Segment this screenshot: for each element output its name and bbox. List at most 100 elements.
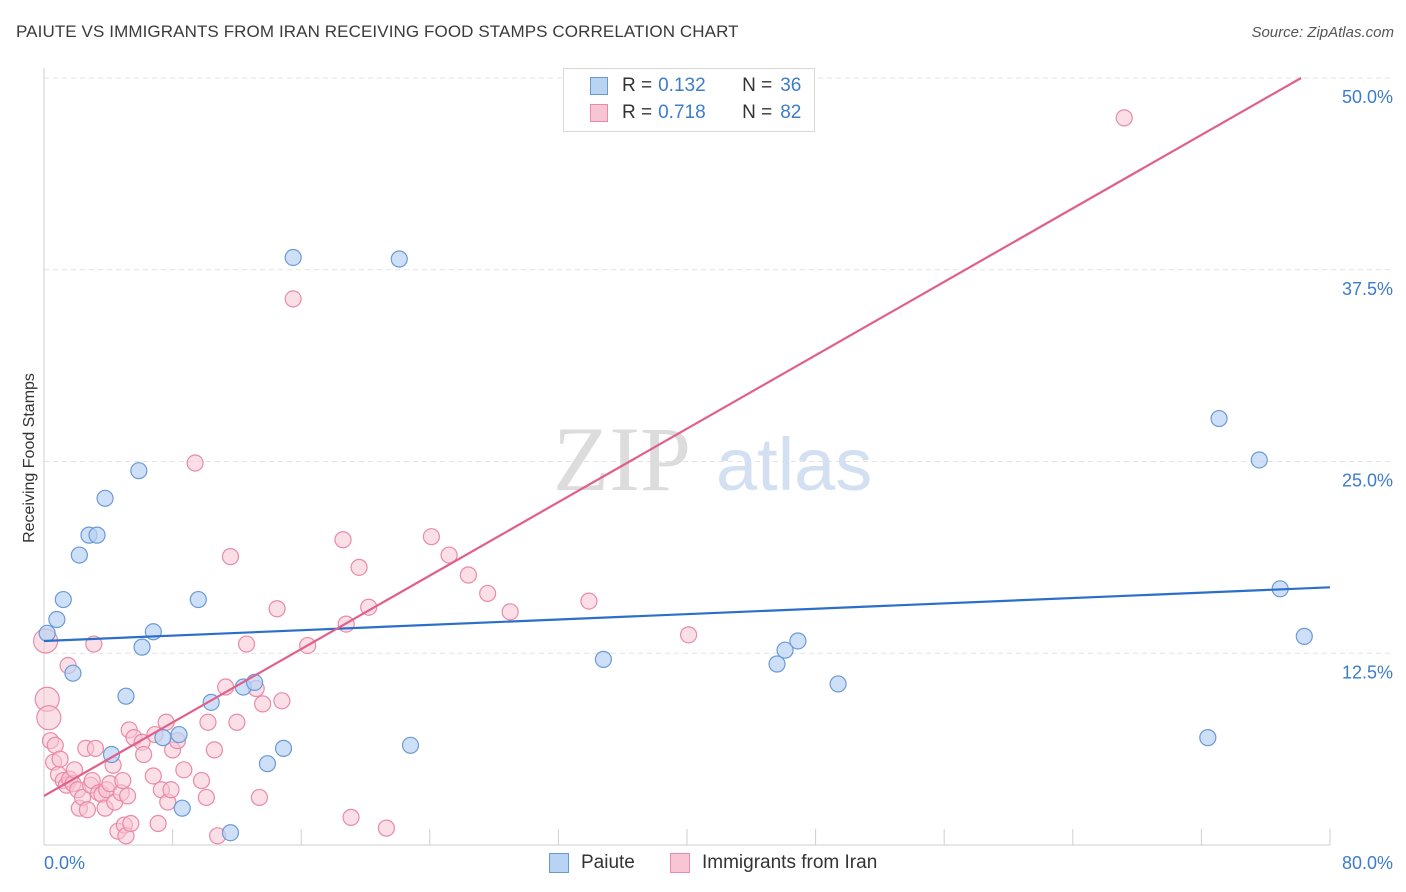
iran-point [149, 814, 167, 833]
r-label: R = [622, 102, 653, 123]
iran-point [114, 771, 132, 790]
paiute-point [390, 250, 408, 268]
paiute-point [274, 739, 293, 757]
iran-point [1115, 109, 1133, 127]
x-tick-label: 0.0% [44, 853, 85, 873]
iran-legend-swatch [670, 853, 690, 873]
paiute-point [594, 650, 613, 668]
n-value: 36 [780, 75, 802, 96]
y-tick-label: 25.0% [1342, 471, 1393, 491]
paiute-point [221, 824, 240, 842]
iran-point [78, 801, 97, 819]
iran-point [205, 741, 223, 759]
iran-point [350, 558, 368, 576]
legend-item-iran[interactable]: Immigrants from Iran [670, 852, 877, 874]
paiute-point [133, 638, 151, 656]
iran-point [237, 635, 256, 653]
iran-legend-label: Immigrants from Iran [702, 852, 878, 873]
paiute-point [284, 248, 302, 267]
legend-row-iran: R = 0.718 N = 82 [590, 102, 801, 124]
iran-point [479, 584, 497, 603]
paiute-point [64, 664, 82, 682]
paiute-swatch [590, 77, 608, 95]
iran-point [228, 713, 246, 731]
paiute-point [48, 610, 66, 629]
watermark-zip: ZIP [553, 408, 691, 510]
watermark-atlas: atlas [716, 423, 872, 506]
iran-point [580, 592, 598, 610]
iran-point [440, 546, 458, 564]
y-tick-label: 50.0% [1342, 87, 1393, 107]
legend-row-paiute: R = 0.132 N = 36 [590, 75, 801, 97]
iran-point [284, 290, 302, 308]
iran-trend-line [43, 77, 1302, 797]
iran-point [192, 771, 211, 790]
paiute-legend-swatch [549, 853, 569, 873]
y-tick-label: 12.5% [1342, 662, 1393, 682]
iran-point [680, 626, 698, 644]
paiute-point [38, 624, 56, 642]
iran-point [186, 454, 204, 472]
iran-point [250, 788, 269, 807]
paiute-point [189, 590, 207, 609]
paiute-point [1295, 627, 1313, 645]
trend-lines [43, 77, 1331, 797]
iran-swatch [590, 104, 608, 122]
paiute-legend-label: Paiute [581, 852, 635, 873]
r-label: R = [622, 75, 653, 96]
iran-point [422, 528, 441, 546]
paiute-point [70, 546, 88, 564]
paiute-point [117, 687, 135, 705]
iran-point [221, 548, 240, 566]
paiute-point [1199, 729, 1217, 747]
n-value: 82 [780, 102, 802, 123]
paiute-point [96, 489, 114, 507]
r-value: 0.718 [658, 102, 706, 123]
iran-point [501, 603, 519, 621]
paiute-point [1250, 451, 1268, 469]
series-legend: Paiute Immigrants from Iran [0, 852, 1406, 878]
iran-point [51, 750, 69, 768]
watermark: ZIP atlas [553, 408, 872, 510]
iran-point [86, 739, 105, 757]
paiute-points [38, 248, 1313, 842]
paiute-point [130, 462, 148, 480]
iran-point [162, 781, 180, 799]
iran-point [273, 692, 291, 710]
iran-point [360, 598, 378, 616]
iran-points [33, 109, 1133, 845]
paiute-point [154, 729, 172, 747]
gridlines [44, 77, 1392, 654]
iran-point [135, 745, 153, 764]
paiute-point [170, 725, 188, 744]
chart-title: PAIUTE VS IMMIGRANTS FROM IRAN RECEIVING… [16, 22, 739, 41]
y-tick-label: 37.5% [1342, 279, 1393, 299]
iran-point [36, 705, 62, 731]
paiute-point [173, 799, 191, 817]
correlation-legend: R = 0.132 N = 36 R = 0.718 N = 82 [563, 68, 815, 132]
iran-point [377, 819, 395, 837]
paiute-point [401, 736, 420, 754]
tick-labels: 12.5% 25.0% 37.5% 50.0% 0.0% 80.0% [44, 87, 1393, 873]
iran-point [122, 814, 140, 833]
paiute-point [829, 675, 847, 693]
iran-point [342, 808, 360, 826]
x-tick-label: 80.0% [1342, 853, 1393, 873]
legend-item-paiute[interactable]: Paiute [549, 852, 635, 874]
paiute-point [88, 526, 106, 544]
paiute-point [789, 632, 807, 650]
iran-point [118, 787, 137, 805]
iran-point [268, 600, 286, 618]
iran-point [175, 761, 193, 779]
r-value: 0.132 [658, 75, 706, 96]
iran-point [459, 566, 477, 584]
paiute-point [258, 755, 277, 773]
iran-point [144, 767, 162, 785]
iran-point [199, 713, 217, 731]
paiute-point [1210, 409, 1228, 428]
iran-point [254, 695, 272, 713]
paiute-point [54, 590, 72, 609]
paiute-point [768, 655, 786, 673]
source-label: Source: ZipAtlas.com [1251, 24, 1394, 41]
